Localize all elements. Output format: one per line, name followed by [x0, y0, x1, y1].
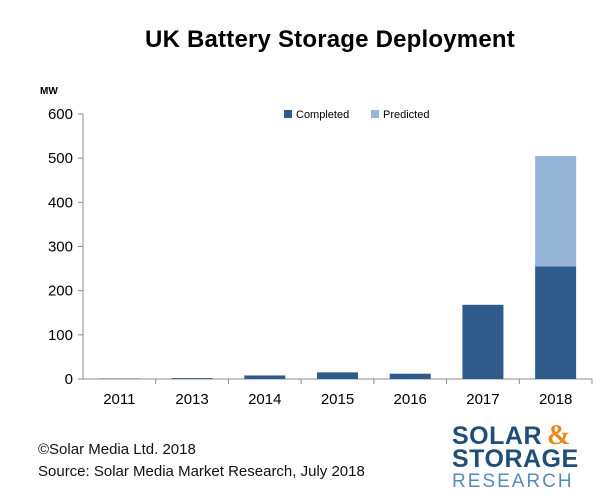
logo-word-storage: STORAGE — [452, 445, 579, 473]
bar-completed-2017 — [462, 304, 504, 379]
x-tick-label: 2016 — [394, 391, 427, 408]
bar-completed-2015 — [317, 372, 358, 379]
solar-storage-research-logo: SOLAR & STORAGE RESEARCH — [452, 420, 600, 499]
y-tick-label: 100 — [48, 327, 73, 344]
bar-completed-2013 — [171, 378, 213, 379]
x-tick-label: 2014 — [248, 391, 281, 408]
x-tick-label: 2015 — [321, 391, 354, 408]
copyright-text: ©Solar Media Ltd. 2018 — [38, 441, 196, 458]
x-tick-label: 2017 — [466, 391, 499, 408]
y-axis-unit-label: MW — [40, 86, 58, 97]
legend-label-completed: Completed — [296, 109, 349, 121]
logo-word-solar: SOLAR — [452, 422, 542, 450]
bar-predicted-2018 — [535, 155, 577, 267]
bar-completed-2014 — [244, 375, 286, 379]
y-tick-label: 300 — [48, 239, 73, 256]
logo-ampersand: & — [547, 420, 571, 451]
y-tick-label: 0 — [65, 371, 73, 388]
y-tick-label: 400 — [48, 194, 73, 211]
y-tick-label: 600 — [48, 106, 73, 123]
x-tick-label: 2011 — [103, 391, 135, 408]
x-tick-label: 2013 — [175, 391, 208, 408]
y-tick-label: 200 — [48, 283, 73, 300]
legend-swatch-predicted — [371, 110, 379, 118]
legend-swatch-completed — [284, 110, 292, 118]
bar-chart: MW 0 100 200 300 400 500 600 2011 2013 2014 2015 201… — [40, 86, 593, 408]
legend-label-predicted: Predicted — [383, 109, 429, 121]
source-text: Source: Solar Media Market Research, Jul… — [38, 463, 365, 480]
bar-completed-2016 — [389, 373, 431, 379]
bar-completed-2018 — [535, 266, 577, 379]
logo-word-research: RESEARCH — [452, 471, 574, 492]
y-tick-label: 500 — [48, 150, 73, 167]
chart-title: UK Battery Storage Deployment — [145, 26, 515, 53]
x-tick-label: 2018 — [539, 391, 572, 408]
